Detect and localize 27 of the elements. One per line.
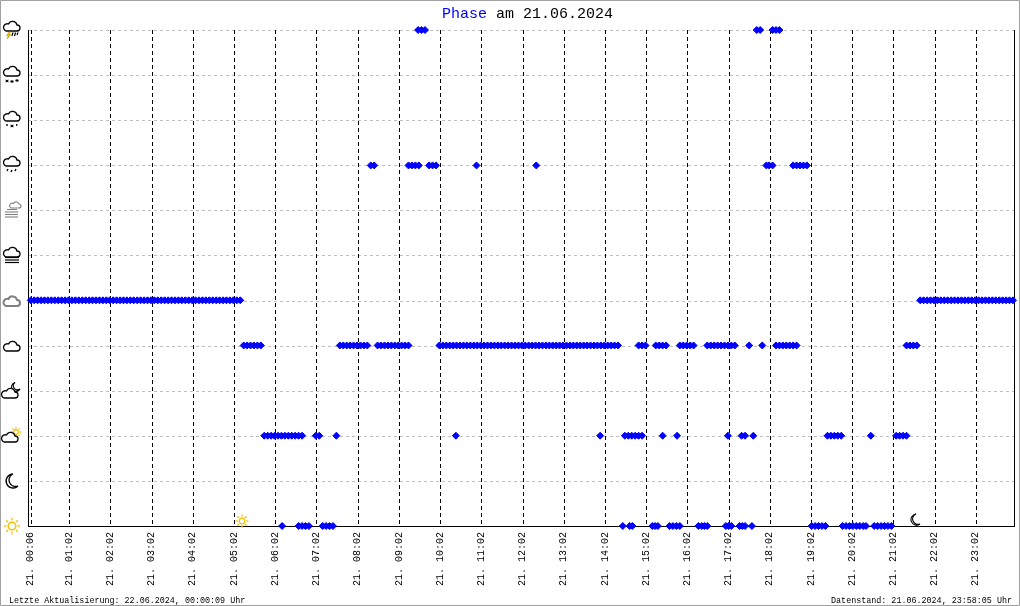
x-tick-label: 21. 05:02 (228, 532, 240, 587)
x-tick-label: 21. 02:02 (105, 532, 117, 587)
x-tick-label: 21. 10:02 (434, 532, 446, 587)
x-tick-label: 21. 12:02 (517, 532, 529, 587)
x-tick-label: 21. 11:02 (475, 532, 487, 587)
text: Datenstand: 21.06.2024, 23:58:05 Uhr (831, 596, 1012, 606)
x-tick-label: 21. 00:06 (25, 532, 37, 587)
text: Letzte Aktualisierung: 22.06.2024, 00:00:09 Uhr (9, 596, 246, 606)
x-tick-label: 21. 17:02 (723, 532, 735, 587)
x-tick-label: 21. 03:02 (146, 532, 158, 587)
x-tick-label: 21. 22:02 (929, 532, 941, 587)
x-tick-label: 21. 07:02 (311, 532, 323, 587)
x-tick-label: 21. 01:02 (63, 532, 75, 587)
x-tick-label: 21. 09:02 (393, 532, 405, 587)
x-tick-label: 21. 19:02 (805, 532, 817, 587)
x-tick-label: 21. 04:02 (187, 532, 199, 587)
x-tick-label: 21. 08:02 (352, 532, 364, 587)
x-tick-label: 21. 06:02 (269, 532, 281, 587)
x-tick-label: 21. 16:02 (682, 532, 694, 587)
x-tick-label: 21. 23:02 (970, 532, 982, 587)
x-tick-label: 21. 13:02 (558, 532, 570, 587)
x-tick-label: 21. 18:02 (764, 532, 776, 587)
x-tick-label: 21. 20:02 (846, 532, 858, 587)
x-tick-label: 21. 21:02 (888, 532, 900, 587)
x-tick-label: 21. 14:02 (599, 532, 611, 587)
x-tick-label: 21. 15:02 (640, 532, 652, 587)
chart-title: Phase am 21.06.2024 (441, 6, 614, 23)
